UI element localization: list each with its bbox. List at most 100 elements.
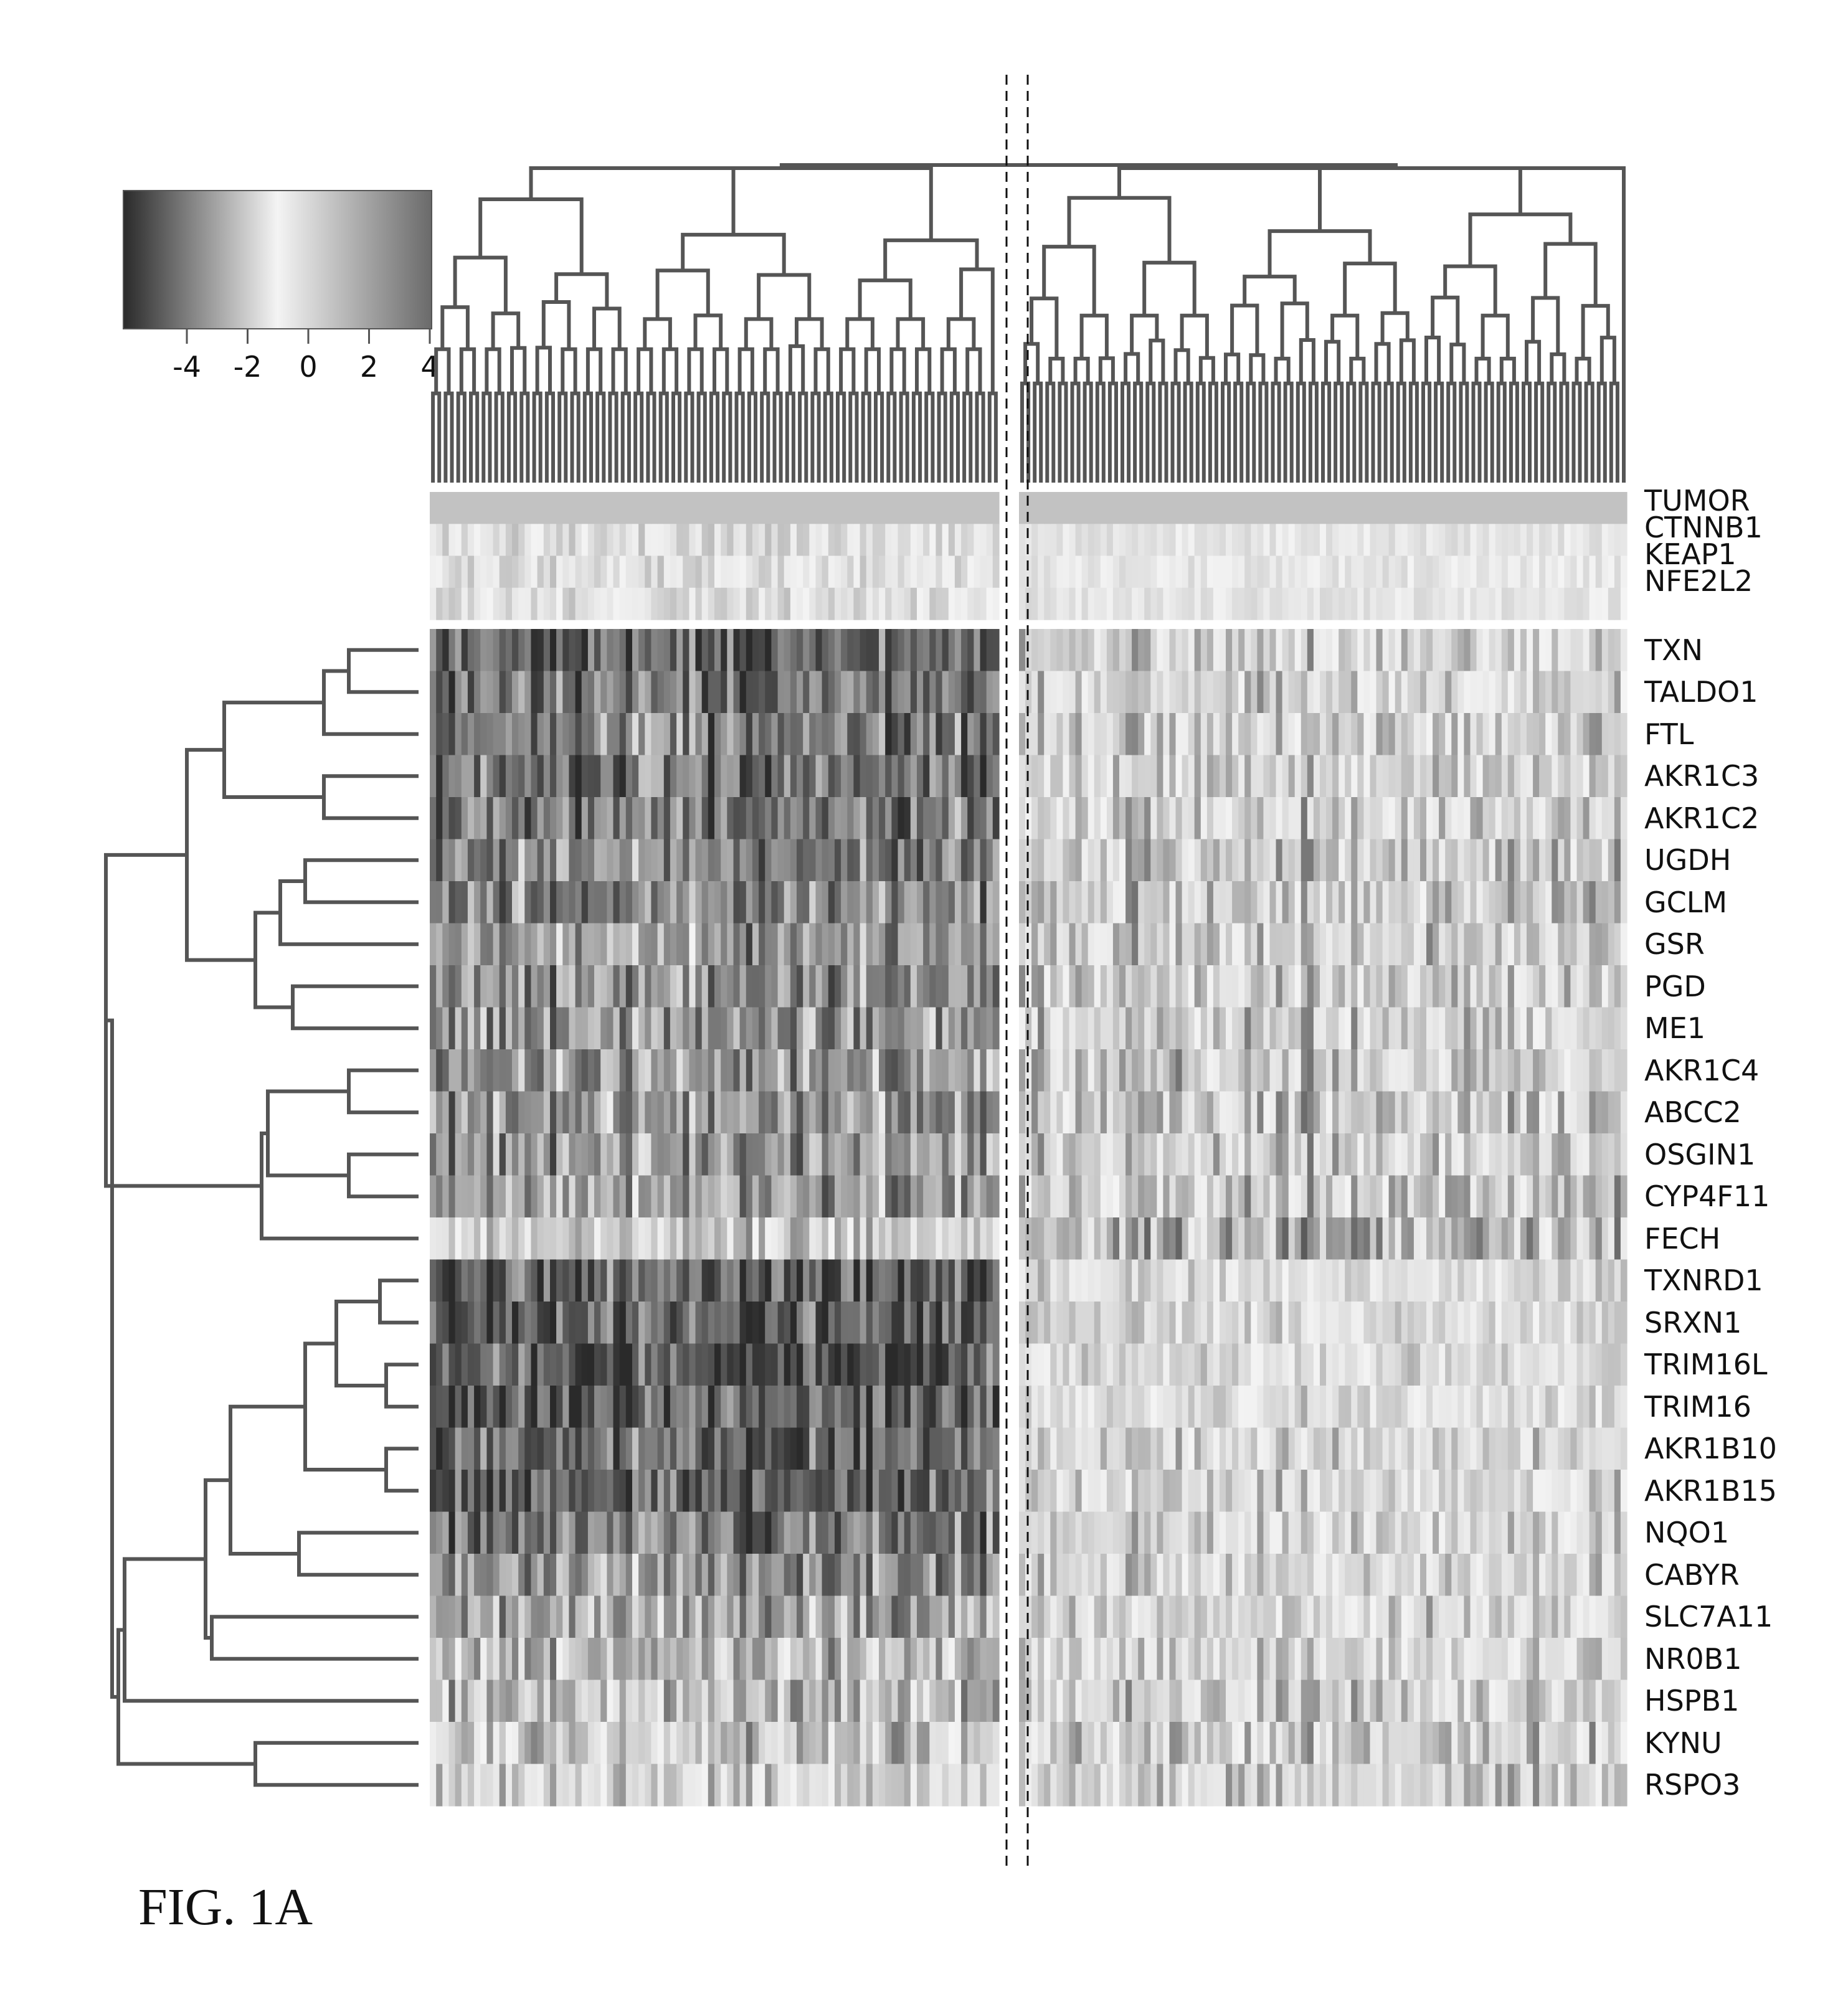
annotation-cell [765, 555, 772, 588]
heatmap-cell [461, 1091, 468, 1134]
annotation-cell [1144, 524, 1151, 557]
annotation-cell [1576, 587, 1584, 620]
heatmap-cell [1226, 755, 1233, 798]
heatmap-cell [1244, 713, 1251, 756]
heatmap-cell [1206, 1133, 1214, 1176]
annotation-cell [1445, 587, 1452, 620]
heatmap-cell [917, 629, 924, 672]
heatmap-cell [1144, 671, 1151, 714]
annotation-cell [771, 524, 779, 557]
heatmap-cell [448, 713, 456, 756]
heatmap-cell [891, 1133, 899, 1176]
heatmap-cell [524, 1722, 532, 1765]
heatmap-cell [480, 1470, 487, 1513]
heatmap-cell [512, 1638, 519, 1681]
heatmap-cell [524, 755, 532, 798]
heatmap-cell [872, 1386, 879, 1429]
annotation-cell [1401, 555, 1408, 588]
heatmap-cell [1188, 1007, 1195, 1050]
column-dendrogram-branch [737, 347, 754, 394]
heatmap-cell [872, 1470, 879, 1513]
heatmap-cell [1326, 1470, 1333, 1513]
heatmap-cell [1038, 713, 1045, 756]
annotation-cell [499, 555, 506, 588]
heatmap-cell [645, 671, 652, 714]
heatmap-cell [556, 1764, 563, 1807]
heatmap-cell [1063, 797, 1070, 840]
column-dendrogram-branch [529, 166, 736, 235]
column-dendrogram-branch [1098, 356, 1115, 384]
heatmap-cell [625, 839, 633, 882]
annotation-cell [1031, 587, 1038, 620]
heatmap-cell [467, 1680, 475, 1722]
annotation-cell [1614, 492, 1621, 524]
heatmap-cell [784, 1049, 791, 1092]
heatmap-cell [1125, 1427, 1132, 1470]
heatmap-cell [1307, 1470, 1314, 1513]
heatmap-cell [904, 1470, 911, 1513]
heatmap-cell [714, 797, 721, 840]
heatmap-cell [948, 1511, 955, 1554]
heatmap-cell [1257, 755, 1264, 798]
heatmap-cell [1157, 1217, 1164, 1260]
heatmap-cell [904, 1595, 911, 1638]
heatmap-cell [1263, 1133, 1271, 1176]
heatmap-cell [1206, 1680, 1214, 1722]
heatmap-cell [430, 797, 437, 840]
heatmap-cell [1200, 965, 1208, 1008]
annotation-cell [607, 555, 614, 588]
heatmap-cell [543, 1427, 551, 1470]
heatmap-cell [461, 1470, 468, 1513]
heatmap-cell [518, 797, 525, 840]
heatmap-cell [442, 1511, 450, 1554]
heatmap-cell [853, 1638, 861, 1681]
annotation-cell [1614, 555, 1621, 588]
heatmap-cell [1294, 1595, 1302, 1638]
heatmap-cell [455, 1175, 462, 1218]
heatmap-cell [1232, 1343, 1239, 1386]
heatmap-cell [885, 1133, 892, 1176]
heatmap-cell [948, 1007, 955, 1050]
heatmap-cell [1226, 1638, 1233, 1681]
heatmap-cell [1144, 1091, 1151, 1134]
heatmap-cell [803, 839, 810, 882]
heatmap-cell [809, 1133, 817, 1176]
heatmap-cell [543, 1722, 551, 1765]
heatmap-cell [493, 629, 500, 672]
heatmap-cell [613, 881, 620, 924]
heatmap-cell [992, 1091, 1000, 1134]
heatmap-cell [613, 1091, 620, 1134]
heatmap-cell [1213, 1302, 1220, 1344]
heatmap-cell [847, 1722, 855, 1765]
heatmap-cell [556, 1007, 563, 1050]
heatmap-cell [1125, 1764, 1132, 1807]
heatmap-cell [1307, 1007, 1314, 1050]
heatmap-cell [1056, 1217, 1064, 1260]
heatmap-cell [1200, 881, 1208, 924]
heatmap-cell [1175, 1638, 1183, 1681]
annotation-cell [1106, 524, 1114, 557]
heatmap-cell [1288, 629, 1296, 672]
heatmap-cell [835, 1638, 841, 1681]
heatmap-cell [430, 1007, 437, 1050]
heatmap-cell [1320, 1091, 1327, 1134]
annotation-label: NFE2L2 [1644, 564, 1753, 598]
heatmap-cell [1238, 1175, 1245, 1218]
heatmap-cell [486, 1007, 494, 1050]
heatmap-cell [759, 839, 765, 882]
heatmap-cell [1251, 1427, 1258, 1470]
heatmap-cell [904, 1007, 911, 1050]
annotation-cell [1326, 492, 1333, 524]
heatmap-cell [967, 797, 974, 840]
heatmap-cell [714, 1595, 721, 1638]
heatmap-cell [436, 1764, 443, 1807]
heatmap-cell [594, 1175, 601, 1218]
heatmap-cell [594, 1133, 601, 1176]
heatmap-cell [1238, 1007, 1245, 1050]
heatmap-cell [1138, 671, 1145, 714]
heatmap-cell [701, 755, 709, 798]
heatmap-cell [543, 1764, 551, 1807]
annotation-cell [746, 555, 753, 588]
annotation-cell [1527, 492, 1533, 524]
heatmap-cell [1087, 755, 1095, 798]
